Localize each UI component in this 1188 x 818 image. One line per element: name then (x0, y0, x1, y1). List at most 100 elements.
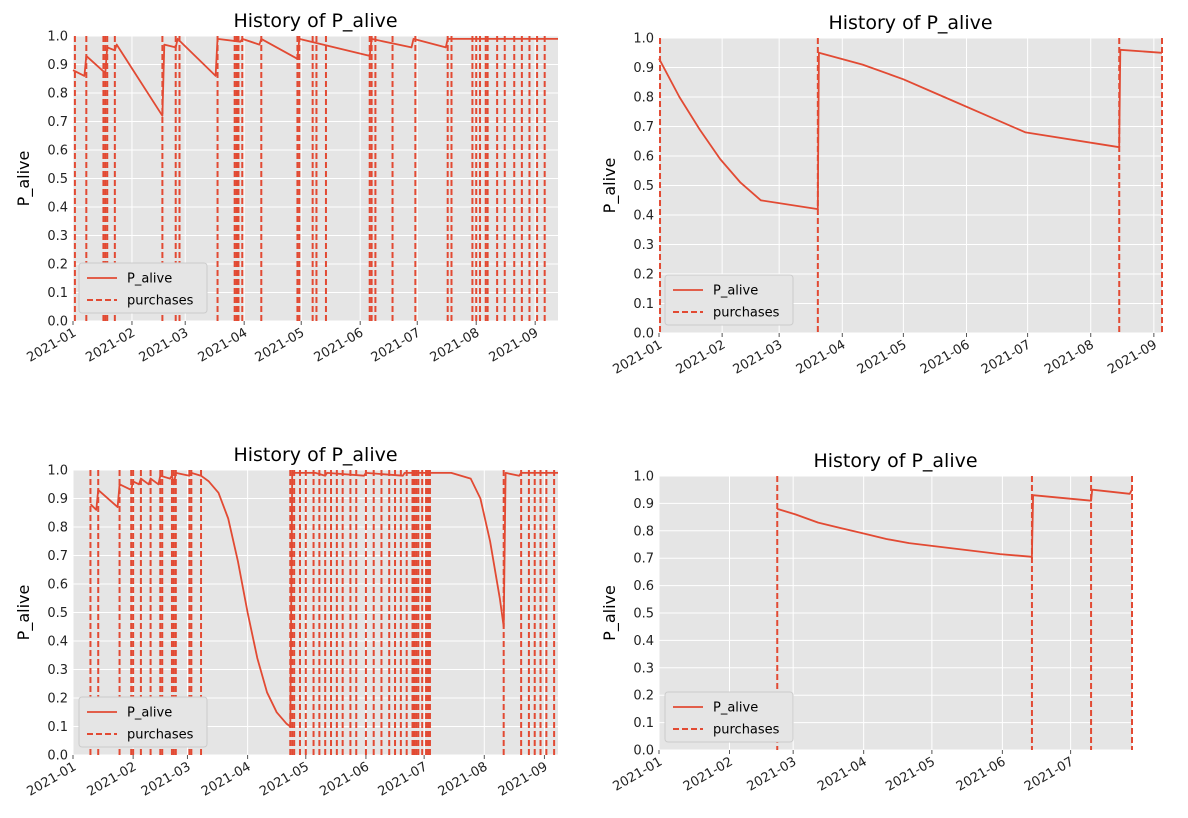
y-tick-label: 0.6 (633, 150, 654, 165)
y-tick-label: 0.9 (47, 58, 68, 73)
x-tick-label: 2021-08 (428, 325, 483, 365)
y-axis-label: P_alive (14, 151, 34, 207)
legend-label-p-alive: P_alive (713, 284, 758, 299)
y-ticks: 0.0 0.1 0.2 0.3 0.4 0.5 0.6 0.7 0.8 0.9 1.0 (47, 464, 68, 764)
x-tick-label: 2021-01 (610, 337, 665, 377)
legend: P_alive purchases (664, 691, 794, 743)
y-tick-label: 0.7 (47, 115, 68, 130)
y-tick-label: 0.5 (633, 607, 654, 622)
x-tick-label: 2021-07 (369, 325, 424, 365)
y-tick-label: 0.4 (47, 201, 68, 216)
y-axis-label: P_alive (600, 158, 620, 214)
y-tick-label: 0.0 (633, 327, 654, 342)
legend-label-p-alive: P_alive (127, 706, 172, 721)
legend-label-purchases: purchases (127, 294, 194, 309)
y-tick-label: 0.2 (47, 692, 68, 707)
legend: P_alive purchases (78, 696, 208, 748)
y-tick-label: 0.0 (47, 749, 68, 764)
x-tick-label: 2021-02 (85, 759, 140, 799)
legend-label-purchases: purchases (127, 728, 194, 743)
p-alive-line (72, 38, 558, 117)
y-tick-label: 0.4 (47, 635, 68, 650)
y-tick-label: 0.1 (47, 720, 68, 735)
x-tick-label: 2021-03 (137, 325, 192, 365)
y-tick-label: 0.3 (47, 663, 68, 678)
y-tick-label: 0.4 (633, 634, 654, 649)
x-tick-label: 2021-03 (745, 754, 800, 794)
y-tick-label: 0.1 (47, 286, 68, 301)
x-tick-label: 2021-03 (139, 759, 194, 799)
x-tick-label: 2021-05 (253, 325, 308, 365)
y-tick-label: 0.9 (47, 492, 68, 507)
y-tick-label: 1.0 (47, 30, 68, 45)
subplot-top-left: 0.0 0.1 0.2 0.3 0.4 0.5 0.6 0.7 0.8 0.9 1.0 2021-0… (14, 10, 558, 366)
x-tick-label: 2021-05 (855, 337, 910, 377)
x-tick-label: 2021-06 (918, 337, 973, 377)
y-axis-label: P_alive (14, 585, 34, 641)
grid-lines (658, 475, 1132, 751)
x-tick-label: 2021-07 (979, 337, 1034, 377)
x-tick-label: 2021-09 (487, 325, 542, 365)
chart-title: History of P_alive (233, 444, 397, 466)
y-tick-label: 0.5 (47, 606, 68, 621)
chart-title: History of P_alive (828, 12, 992, 34)
y-tick-label: 0.2 (633, 268, 654, 283)
y-tick-label: 0.2 (47, 258, 68, 273)
legend-label-purchases: purchases (713, 306, 780, 321)
legend: P_alive purchases (78, 262, 208, 314)
y-tick-label: 0.3 (633, 661, 654, 676)
x-tick-label: 2021-01 (24, 759, 79, 799)
x-tick-label: 2021-04 (794, 337, 849, 377)
subplot-top-right: 0.0 0.1 0.2 0.3 0.4 0.5 0.6 0.7 0.8 0.9 1.0 2021-0… (600, 12, 1163, 378)
y-tick-label: 0.8 (47, 521, 68, 536)
x-tick-label: 2021-05 (883, 754, 938, 794)
legend-label-purchases: purchases (713, 723, 780, 738)
x-tick-label: 2021-02 (674, 337, 729, 377)
subplot-bottom-left: 0.0 0.1 0.2 0.3 0.4 0.5 0.6 0.7 0.8 0.9 1.0 2021-0… (14, 444, 558, 800)
x-tick-label: 2021-02 (83, 325, 138, 365)
y-tick-label: 0.6 (633, 579, 654, 594)
subplot-bottom-right: 0.0 0.1 0.2 0.3 0.4 0.5 0.6 0.7 0.8 0.9 1.0 2021-0… (600, 450, 1133, 795)
y-tick-label: 0.7 (633, 552, 654, 567)
x-tick-label: 2021-07 (376, 759, 431, 799)
y-tick-label: 0.1 (633, 716, 654, 731)
y-tick-label: 0.9 (633, 61, 654, 76)
y-tick-label: 0.8 (633, 524, 654, 539)
y-tick-label: 0.8 (47, 87, 68, 102)
x-tick-label: 2021-01 (24, 325, 79, 365)
y-tick-label: 0.8 (633, 91, 654, 106)
y-tick-label: 1.0 (633, 32, 654, 47)
y-tick-label: 0.2 (633, 689, 654, 704)
grid-lines (658, 37, 1162, 334)
x-tick-label: 2021-06 (312, 325, 367, 365)
p-alive-line (658, 48, 1163, 210)
y-tick-label: 0.7 (633, 120, 654, 135)
y-ticks: 0.0 0.1 0.2 0.3 0.4 0.5 0.6 0.7 0.8 0.9 1.0 (47, 30, 68, 330)
x-tick-label: 2021-06 (954, 754, 1009, 794)
y-tick-label: 0.3 (633, 238, 654, 253)
y-tick-label: 0.3 (47, 229, 68, 244)
x-tick-label: 2021-04 (196, 325, 251, 365)
x-tick-label: 2021-04 (199, 759, 254, 799)
x-tick-label: 2021-06 (317, 759, 372, 799)
y-tick-label: 0.9 (633, 497, 654, 512)
y-tick-label: 0.5 (633, 179, 654, 194)
p-alive-line (89, 472, 558, 728)
y-tick-label: 0.4 (633, 209, 654, 224)
y-ticks: 0.0 0.1 0.2 0.3 0.4 0.5 0.6 0.7 0.8 0.9 1.0 (633, 32, 654, 342)
p-alive-line (777, 488, 1133, 558)
chart-title: History of P_alive (233, 10, 397, 32)
x-tick-label: 2021-05 (257, 759, 312, 799)
legend-label-p-alive: P_alive (127, 272, 172, 287)
y-tick-label: 0.6 (47, 144, 68, 159)
y-tick-label: 0.6 (47, 578, 68, 593)
legend-label-p-alive: P_alive (713, 701, 758, 716)
x-tick-label: 2021-02 (681, 754, 736, 794)
x-tick-label: 2021-03 (731, 337, 786, 377)
y-tick-label: 1.0 (633, 470, 654, 485)
y-tick-label: 0.5 (47, 172, 68, 187)
